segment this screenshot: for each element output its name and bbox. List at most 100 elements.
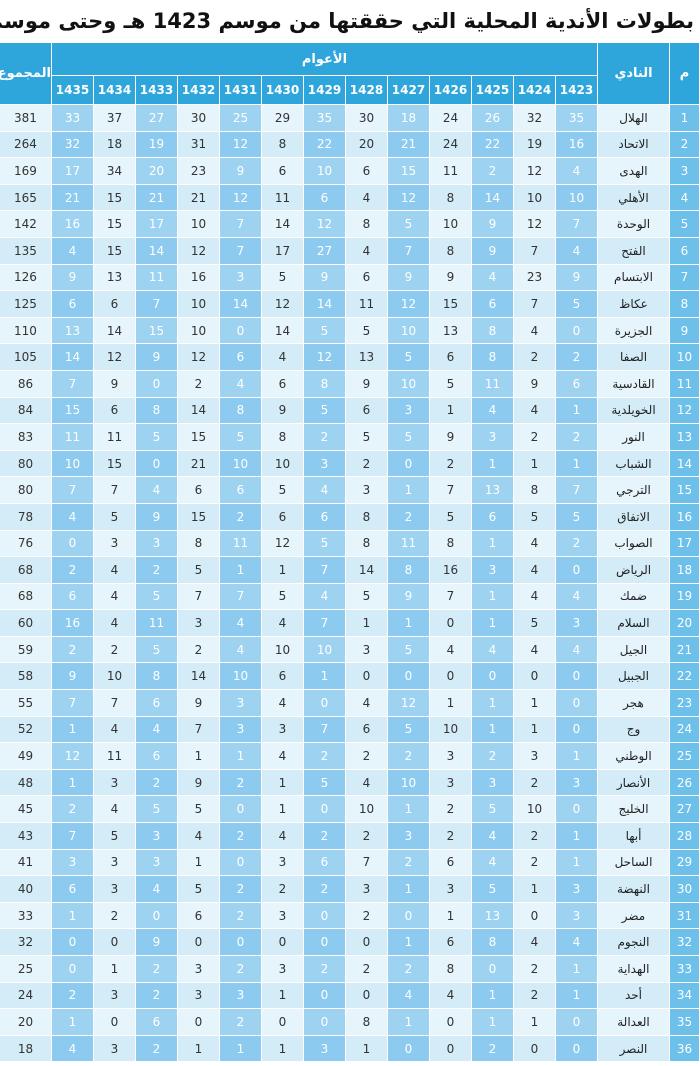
table-row: 13 النور 2 2 3 9 5 5 2 8 5 15 5 11 11 83 [0, 423, 700, 451]
title-count: 2 [135, 1034, 178, 1063]
title-count: 5 [219, 423, 262, 451]
title-count: 7 [50, 822, 95, 850]
year-header: 1426 [429, 75, 472, 105]
title-count: 6 [93, 290, 136, 318]
title-count: 15 [93, 236, 136, 265]
title-count: 9 [177, 768, 220, 797]
title-count: 8 [261, 130, 304, 159]
title-count: 0 [219, 848, 262, 877]
table-row: 22 الجبيل 0 0 0 0 0 0 1 6 10 14 8 10 9 58 [0, 662, 700, 691]
title-count: 15 [429, 290, 472, 318]
title-count: 9 [471, 210, 514, 238]
row-number: 17 [669, 529, 700, 558]
title-count: 19 [513, 130, 556, 159]
total: 32 [0, 928, 52, 956]
title-count: 12 [177, 236, 220, 265]
title-count: 9 [387, 263, 430, 292]
title-count: 7 [555, 476, 598, 504]
title-count: 5 [345, 316, 388, 345]
club-name: النجوم [597, 928, 670, 956]
title-count: 2 [50, 635, 95, 664]
title-count: 4 [555, 635, 598, 664]
title-count: 0 [93, 1008, 136, 1036]
total: 381 [0, 104, 52, 132]
title-count: 10 [219, 662, 262, 691]
title-count: 1 [50, 768, 95, 797]
title-count: 2 [93, 901, 136, 930]
title-count: 3 [471, 423, 514, 451]
title-count: 8 [429, 955, 472, 983]
title-count: 3 [471, 768, 514, 797]
row-number: 20 [669, 609, 700, 637]
title-count: 18 [93, 130, 136, 159]
title-count: 2 [219, 768, 262, 797]
title-count: 11 [135, 263, 178, 292]
title-count: 27 [303, 236, 346, 265]
total: 58 [0, 662, 52, 691]
row-number: 13 [669, 423, 700, 451]
title-count: 20 [345, 130, 388, 159]
title-count: 5 [387, 423, 430, 451]
title-count: 22 [471, 130, 514, 159]
row-number: 14 [669, 449, 700, 478]
title-count: 1 [555, 955, 598, 983]
total: 165 [0, 183, 52, 212]
title-count: 5 [135, 795, 178, 824]
title-count: 1 [50, 1008, 95, 1036]
title-count: 2 [513, 822, 556, 850]
title-count: 11 [135, 609, 178, 637]
title-count: 29 [261, 104, 304, 132]
header-row: 1423 1424 1425 1426 1427 1428 1429 1430 1431 1432… [0, 75, 700, 105]
title-count: 10 [429, 715, 472, 744]
club-name: الهداية [597, 955, 670, 983]
title-count: 0 [555, 1034, 598, 1063]
title-count: 15 [50, 396, 95, 425]
title-count: 2 [135, 981, 178, 1010]
total: 80 [0, 476, 52, 504]
table-row: 32 النجوم 4 4 8 6 1 0 0 0 0 0 9 0 0 32 [0, 928, 700, 956]
total: 84 [0, 396, 52, 425]
title-count: 1 [513, 449, 556, 478]
table-row: 15 الترجي 7 8 13 7 1 3 4 5 6 6 4 7 7 80 [0, 476, 700, 504]
title-count: 5 [177, 875, 220, 903]
title-count: 1 [471, 582, 514, 611]
title-count: 3 [387, 396, 430, 425]
year-header: 1424 [513, 75, 556, 105]
row-number: 24 [669, 715, 700, 744]
title-count: 5 [555, 502, 598, 531]
title-count: 4 [345, 689, 388, 717]
header-cell: النادي [597, 42, 670, 105]
title-count: 13 [471, 476, 514, 504]
year-header: 1425 [471, 75, 514, 105]
title-count: 2 [219, 901, 262, 930]
title-count: 3 [513, 742, 556, 770]
club-name: عكاظ [597, 290, 670, 318]
title-count: 5 [387, 210, 430, 238]
row-number: 29 [669, 848, 700, 877]
title-count: 3 [345, 476, 388, 504]
title-count: 24 [429, 104, 472, 132]
title-count: 0 [135, 369, 178, 398]
table-row: 35 العدالة 0 1 1 0 1 8 0 0 2 0 6 0 1 20 [0, 1008, 700, 1036]
title-count: 10 [261, 635, 304, 664]
title-count: 4 [513, 635, 556, 664]
title-count: 32 [50, 130, 95, 159]
title-count: 2 [513, 343, 556, 371]
title-count: 4 [261, 609, 304, 637]
title-count: 3 [429, 768, 472, 797]
row-number: 8 [669, 290, 700, 318]
title-count: 15 [93, 449, 136, 478]
title-count: 6 [471, 502, 514, 531]
title-count: 3 [555, 875, 598, 903]
row-number: 23 [669, 689, 700, 717]
title-count: 16 [50, 609, 95, 637]
header-cell: المجموع [0, 42, 52, 105]
title-count: 1 [177, 742, 220, 770]
row-number: 9 [669, 316, 700, 345]
title-count: 8 [345, 529, 388, 558]
title-count: 5 [387, 715, 430, 744]
title-count: 0 [135, 901, 178, 930]
title-count: 3 [429, 875, 472, 903]
title-count: 2 [303, 742, 346, 770]
title-count: 33 [50, 104, 95, 132]
